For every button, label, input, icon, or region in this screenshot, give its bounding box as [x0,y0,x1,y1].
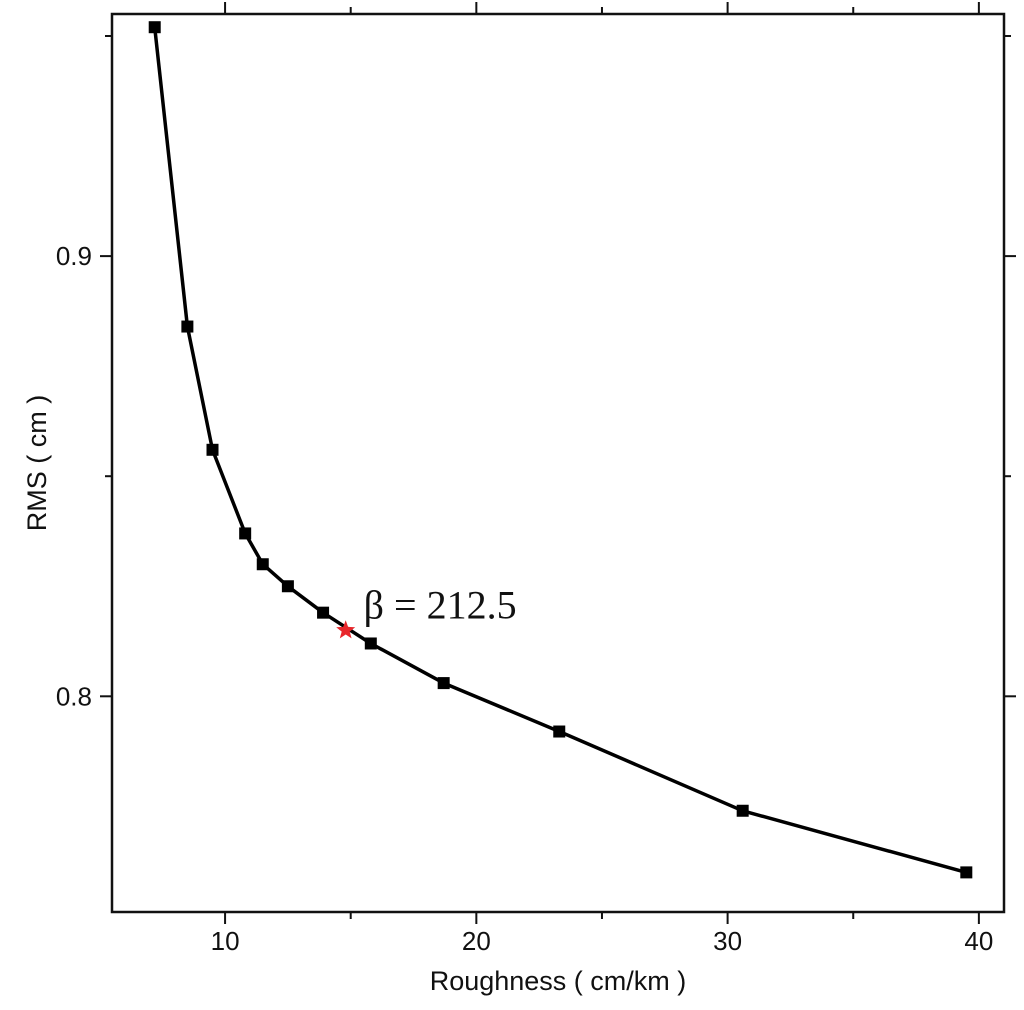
data-point-marker [553,725,566,738]
data-point-marker [281,580,294,593]
optimal-point-label: β = 212.5 [364,582,517,627]
x-tick-label: 20 [462,926,491,956]
data-point-marker [206,443,219,456]
data-point-marker [364,637,377,650]
plot-frame [110,12,1006,914]
data-point-marker [317,606,330,619]
data-point-marker [148,21,161,34]
data-point-marker [256,558,269,571]
highlight-group: β = 212.5 [336,582,517,639]
x-axis-title: Roughness ( cm/km ) [430,966,687,996]
data-point-marker [960,866,973,879]
tick-labels: 10 20 30 40 0.8 0.9 [56,241,993,956]
x-tick-label: 30 [713,926,742,956]
axis-ticks [100,2,1016,924]
y-tick-label: 0.8 [56,681,92,711]
series-line [152,27,967,875]
data-point-marker [239,527,252,540]
data-point-marker [437,677,450,690]
x-tick-label: 10 [211,926,240,956]
x-tick-label: 40 [964,926,993,956]
series-group [148,21,973,879]
y-tick-label: 0.9 [56,241,92,271]
y-axis-title: RMS ( cm ) [22,395,52,531]
data-point-marker [181,320,194,333]
data-point-marker [736,804,749,817]
optimal-point-star-icon [336,620,356,639]
